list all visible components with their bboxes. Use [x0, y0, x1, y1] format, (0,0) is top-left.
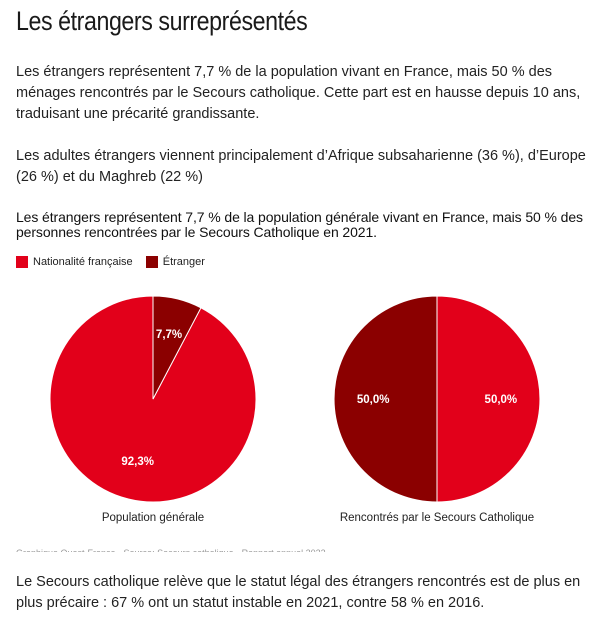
- pie-data-label: 7,7%: [156, 329, 182, 341]
- chart-title: Les étrangers représentent 7,7 % de la p…: [16, 209, 583, 240]
- legend-swatch-french: [16, 256, 28, 268]
- chart-source: Graphique Ouest-France · Source: Secours…: [16, 546, 326, 552]
- pie-charts: 92,3% 7,7% Population générale 50,0% 50,0% R…: [49, 295, 541, 524]
- pie-secours-catholique: 50,0% 50,0% Rencontrés par le Secours Cath…: [333, 295, 541, 524]
- pie-slice-foreign[interactable]: [152, 295, 202, 400]
- origin-paragraph: Les adultes étrangers viennent principal…: [16, 148, 586, 185]
- pie-population-generale: 92,3% 7,7% Population générale: [49, 295, 257, 524]
- article-heading: Les étrangers surreprésentés: [16, 6, 308, 36]
- pie-slice-foreign[interactable]: [333, 295, 438, 503]
- legend-swatch-foreign: [145, 256, 158, 268]
- pie-slice-french[interactable]: [436, 295, 541, 503]
- intro-paragraph: Les étrangers représentent 7,7 % de la p…: [16, 64, 581, 122]
- status-paragraph: Le Secours catholique relève que le stat…: [16, 574, 581, 611]
- pie-data-label: 92,3%: [121, 456, 154, 468]
- legend-label-foreign: Étranger: [162, 256, 205, 268]
- legend-item-french[interactable]: Nationalité française: [16, 256, 133, 268]
- pie-data-label: 50,0%: [485, 394, 518, 406]
- pie-data-label: 50,0%: [357, 394, 390, 406]
- chart-legend: Nationalité française Étranger: [16, 256, 215, 271]
- legend-item-foreign[interactable]: Étranger: [145, 256, 205, 268]
- pie-caption: Rencontrés par le Secours Catholique: [340, 512, 534, 524]
- legend-label-french: Nationalité française: [33, 256, 133, 268]
- pie-caption: Population générale: [102, 512, 204, 524]
